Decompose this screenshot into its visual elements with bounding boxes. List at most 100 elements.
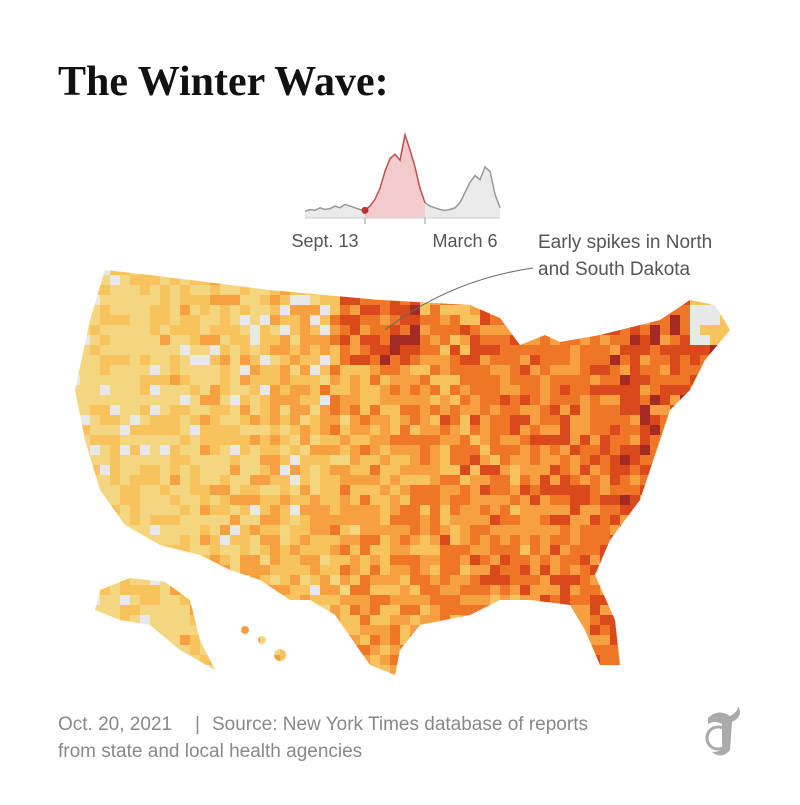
county-cell <box>620 505 631 516</box>
county-cell <box>320 635 331 646</box>
county-cell <box>490 305 501 316</box>
county-cell <box>570 335 581 346</box>
county-cell <box>340 665 351 675</box>
county-cell <box>720 605 730 616</box>
county-cell <box>140 625 151 636</box>
county-cell <box>240 315 251 326</box>
county-cell <box>210 675 220 685</box>
county-cell <box>100 345 111 356</box>
county-cell <box>670 345 681 356</box>
county-cell <box>200 605 211 616</box>
county-cell <box>140 535 151 546</box>
county-cell <box>600 365 611 376</box>
county-cell <box>600 475 611 486</box>
county-cell <box>720 355 730 366</box>
county-cell <box>700 665 711 675</box>
county-cell <box>690 315 701 326</box>
county-cell <box>630 365 641 376</box>
county-cell <box>200 275 211 286</box>
logo <box>705 706 740 756</box>
county-cell <box>250 655 261 666</box>
county-cell <box>640 315 651 326</box>
county-cell <box>560 415 571 426</box>
county-cell <box>710 495 721 506</box>
county-cell <box>460 305 471 316</box>
county-cell <box>370 475 381 486</box>
county-cell <box>190 325 201 336</box>
county-cell <box>690 505 701 516</box>
county-cell <box>340 565 351 576</box>
county-cell <box>75 585 81 596</box>
county-cell <box>130 655 141 666</box>
county-cell <box>320 535 331 546</box>
county-cell <box>460 345 471 356</box>
county-cell <box>430 485 441 496</box>
county-cell <box>320 675 330 685</box>
county-cell <box>520 295 531 306</box>
county-cell <box>360 485 371 496</box>
county-cell <box>320 275 331 286</box>
county-cell <box>670 585 681 596</box>
county-cell <box>590 575 601 586</box>
county-cell <box>110 325 121 336</box>
county-cell <box>730 625 740 635</box>
county-cell <box>720 295 730 306</box>
county-cell <box>210 555 221 566</box>
county-cell <box>360 495 371 506</box>
county-cell <box>380 495 391 506</box>
county-cell <box>670 675 680 685</box>
county-cell <box>700 525 711 536</box>
county-cell <box>690 335 701 346</box>
county-cell <box>350 645 361 656</box>
county-cell <box>430 445 441 456</box>
county-cell <box>110 365 121 376</box>
county-cell <box>440 465 451 476</box>
county-cell <box>570 565 581 576</box>
county-cell <box>210 485 221 496</box>
county-cell <box>160 345 171 356</box>
county-cell <box>670 375 681 386</box>
county-cell <box>370 465 381 476</box>
county-cell <box>190 615 201 626</box>
county-cell <box>540 645 551 656</box>
county-cell <box>550 285 561 296</box>
county-cell <box>670 575 681 586</box>
county-cell <box>470 595 481 606</box>
county-cell <box>600 615 611 626</box>
county-cell <box>730 425 740 435</box>
county-cell <box>480 435 491 446</box>
county-cell <box>120 270 131 276</box>
county-cell <box>340 545 351 556</box>
county-cell <box>440 555 451 566</box>
county-cell <box>260 395 271 406</box>
county-cell <box>490 635 501 646</box>
county-cell <box>730 495 740 505</box>
county-cell <box>430 475 441 486</box>
county-cell <box>660 485 671 496</box>
county-cell <box>670 415 681 426</box>
county-cell <box>220 655 231 666</box>
county-cell <box>680 295 691 306</box>
county-cell <box>710 425 721 436</box>
county-cell <box>340 535 351 546</box>
county-cell <box>390 270 401 276</box>
county-cell <box>560 505 571 516</box>
county-cell <box>670 605 681 616</box>
county-cell <box>650 595 661 606</box>
county-cell <box>390 415 401 426</box>
county-cell <box>600 665 611 675</box>
county-cell <box>520 535 531 546</box>
county-cell <box>280 605 291 616</box>
county-cell <box>110 295 121 306</box>
county-cell <box>510 275 521 286</box>
county-cell <box>210 325 221 336</box>
county-cell <box>650 625 661 636</box>
county-cell <box>410 295 421 306</box>
county-cell <box>120 295 131 306</box>
county-cell <box>520 495 531 506</box>
county-cell <box>720 445 730 456</box>
county-cell <box>120 565 131 576</box>
county-cell <box>180 345 191 356</box>
county-cell <box>670 335 681 346</box>
county-cell <box>300 295 311 306</box>
